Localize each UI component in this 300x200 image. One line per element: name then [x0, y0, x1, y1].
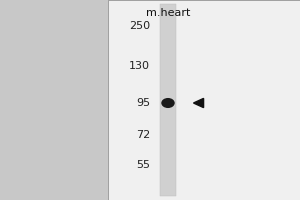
Polygon shape: [194, 98, 204, 108]
Ellipse shape: [161, 98, 175, 108]
Text: 250: 250: [129, 21, 150, 31]
Bar: [108, 0, 300, 200]
Text: 130: 130: [129, 61, 150, 71]
Text: 95: 95: [136, 98, 150, 108]
Text: m.heart: m.heart: [146, 8, 190, 18]
Text: 72: 72: [136, 130, 150, 140]
Bar: [160, 4, 176, 196]
Text: 55: 55: [136, 160, 150, 170]
